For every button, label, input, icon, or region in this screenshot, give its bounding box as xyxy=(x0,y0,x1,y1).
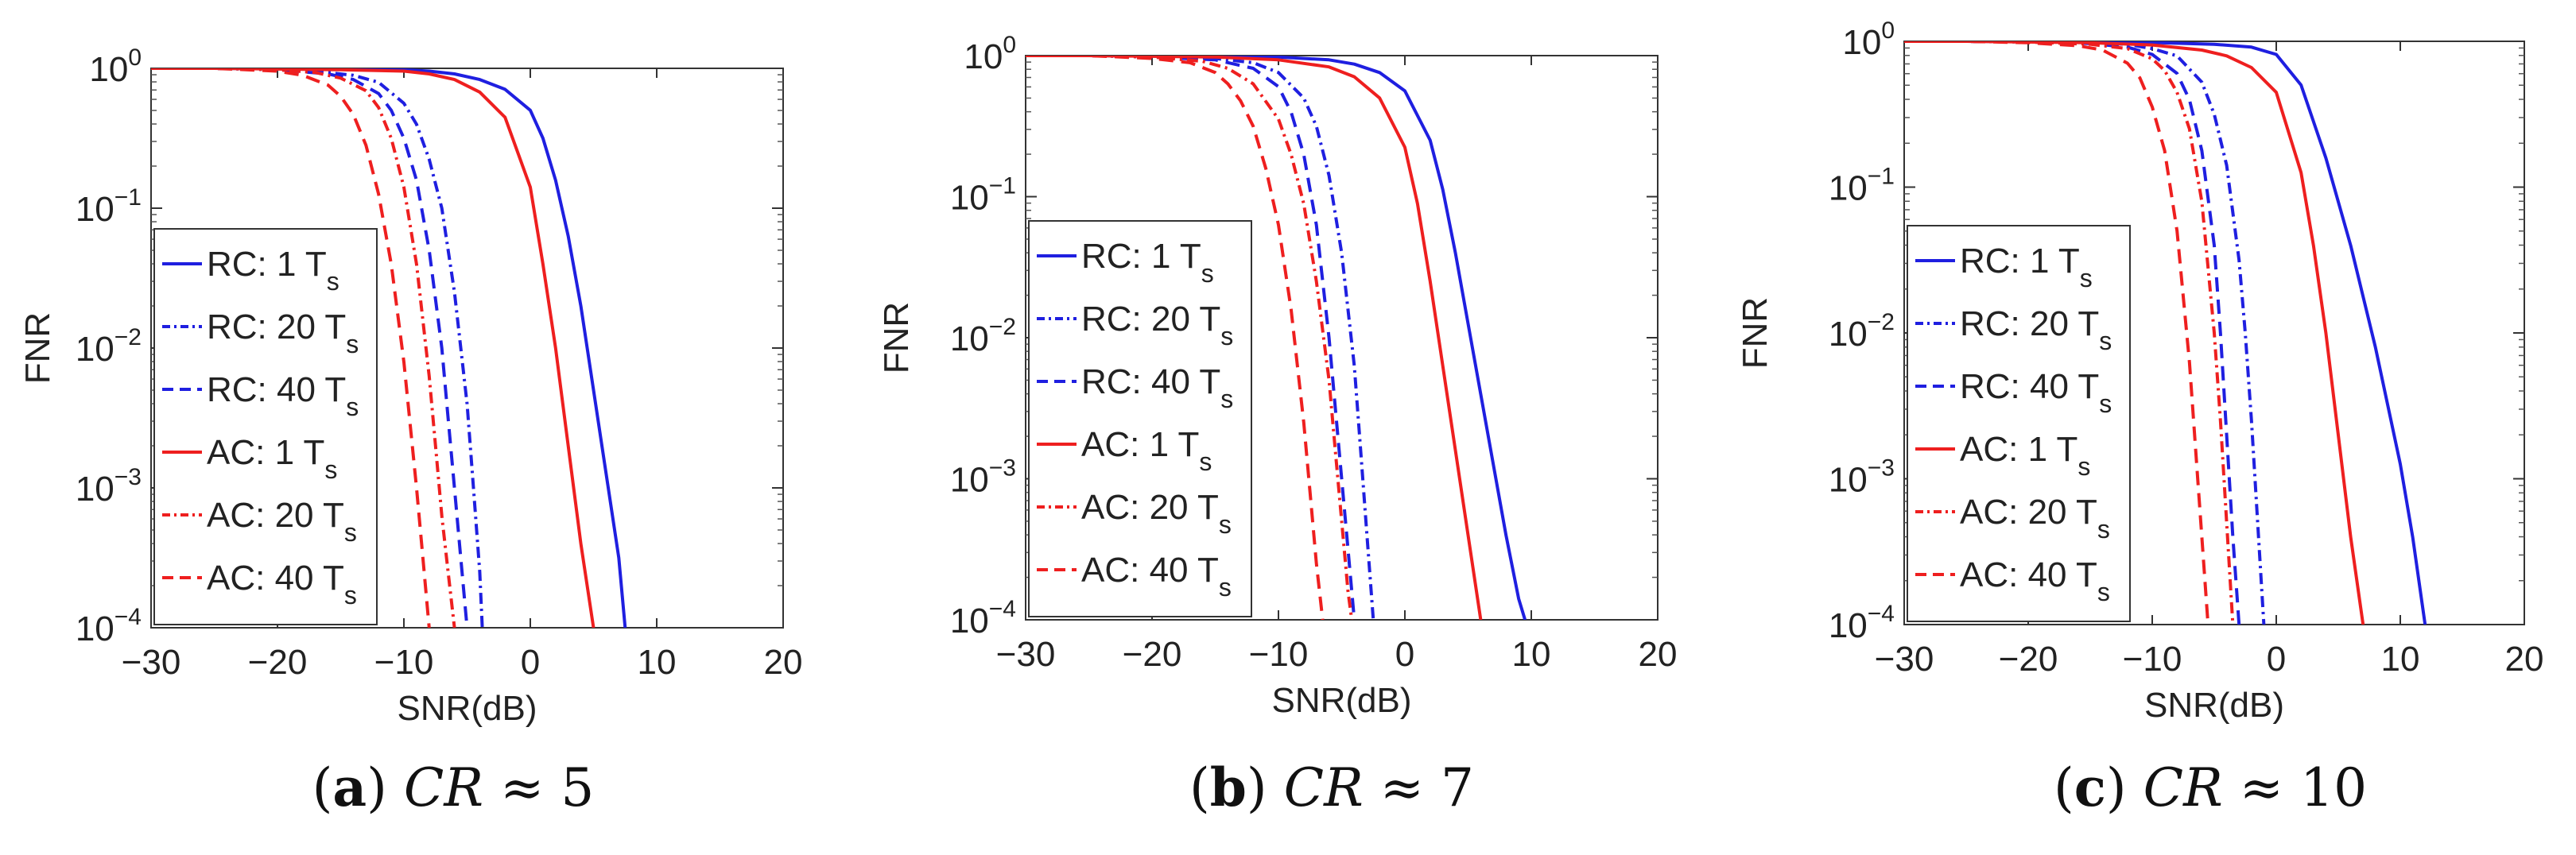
caption-b: (b) CR ≈ 7 xyxy=(1189,756,1475,818)
x-tick-label: −10 xyxy=(1249,635,1309,674)
y-axis-label: FNR xyxy=(1736,297,1775,369)
x-tick-label: 20 xyxy=(764,643,803,682)
y-tick-label: 100 xyxy=(1842,17,1895,62)
series-line xyxy=(1904,41,2235,625)
x-axis-label: SNR(dB) xyxy=(397,689,537,728)
series-line xyxy=(151,68,596,628)
caption-c: (c) CR ≈ 10 xyxy=(2053,756,2368,818)
x-tick-label: 10 xyxy=(1512,635,1551,674)
caption-cr: CR xyxy=(403,757,484,818)
series-line xyxy=(151,68,456,628)
series-line xyxy=(151,68,431,628)
y-tick-label: 100 xyxy=(89,44,142,89)
y-tick-label: 10−4 xyxy=(950,596,1016,640)
y-tick-label: 10−4 xyxy=(1829,601,1895,645)
y-tick-label: 10−3 xyxy=(950,455,1016,500)
caption-value: ≈ 7 xyxy=(1363,757,1475,818)
x-tick-label: −20 xyxy=(1999,640,2058,679)
series-line xyxy=(1904,41,2210,625)
caption-cr: CR xyxy=(2143,757,2223,818)
panel-c-chart: −30 −20 −10 0 10 20 100 10−1 10−2 10−3 10−4 SNR(dB)… xyxy=(1736,17,2544,725)
series-line xyxy=(1026,56,1375,620)
y-tick-label: 10−2 xyxy=(1829,309,1895,354)
series-line xyxy=(1026,56,1356,620)
y-tick-label: 10−3 xyxy=(76,464,142,509)
y-tick-label: 10−2 xyxy=(76,324,142,369)
caption-label: c xyxy=(2074,756,2106,818)
legend-box xyxy=(1907,225,2131,622)
x-tick-label: −10 xyxy=(2123,640,2182,679)
x-tick-label: −20 xyxy=(1123,635,1182,674)
legend-box xyxy=(1028,220,1252,617)
x-tick-label: −30 xyxy=(996,635,1056,674)
legend-box xyxy=(153,228,378,625)
x-tick-label: 20 xyxy=(1639,635,1678,674)
y-axis-label: FNR xyxy=(877,302,916,373)
x-tick-label: −30 xyxy=(1875,640,1934,679)
y-tick-label: 10−4 xyxy=(76,604,142,648)
caption-label: a xyxy=(332,756,367,818)
x-tick-label: 10 xyxy=(638,643,677,682)
x-tick-label: 10 xyxy=(2381,640,2420,679)
series-line xyxy=(1026,56,1325,620)
caption-label: b xyxy=(1209,756,1247,818)
x-axis-label: SNR(dB) xyxy=(1271,681,1411,720)
y-tick-label: 10−1 xyxy=(76,184,142,229)
x-axis-label: SNR(dB) xyxy=(2144,686,2284,725)
x-tick-label: 20 xyxy=(2505,640,2544,679)
y-axis-label: FNR xyxy=(18,312,57,384)
caption-value: ≈ 10 xyxy=(2222,757,2368,818)
caption-value: ≈ 5 xyxy=(483,757,595,818)
y-tick-label: 10−1 xyxy=(1829,164,1895,208)
x-tick-label: −20 xyxy=(248,643,308,682)
x-tick-label: −10 xyxy=(374,643,434,682)
y-tick-label: 10−1 xyxy=(950,173,1016,218)
x-tick-label: −30 xyxy=(122,643,181,682)
y-tick-label: 100 xyxy=(964,32,1016,76)
caption-a: (a) CR ≈ 5 xyxy=(312,756,595,818)
caption-cr: CR xyxy=(1283,757,1364,818)
series-line xyxy=(1026,56,1354,620)
x-tick-label: 0 xyxy=(521,643,540,682)
x-tick-label: 0 xyxy=(1395,635,1414,674)
y-tick-label: 10−3 xyxy=(1829,455,1895,500)
series-line xyxy=(1026,56,1483,620)
y-tick-label: 10−2 xyxy=(950,314,1016,358)
x-tick-label: 0 xyxy=(2267,640,2286,679)
panel-a-chart: −30 −20 −10 0 10 20 100 10−1 10−2 10−3 10−4 SNR(dB)… xyxy=(18,44,803,728)
panel-b-chart: −30 −20 −10 0 10 20 100 10−1 10−2 10−3 10−4 SNR(dB)… xyxy=(877,32,1678,720)
